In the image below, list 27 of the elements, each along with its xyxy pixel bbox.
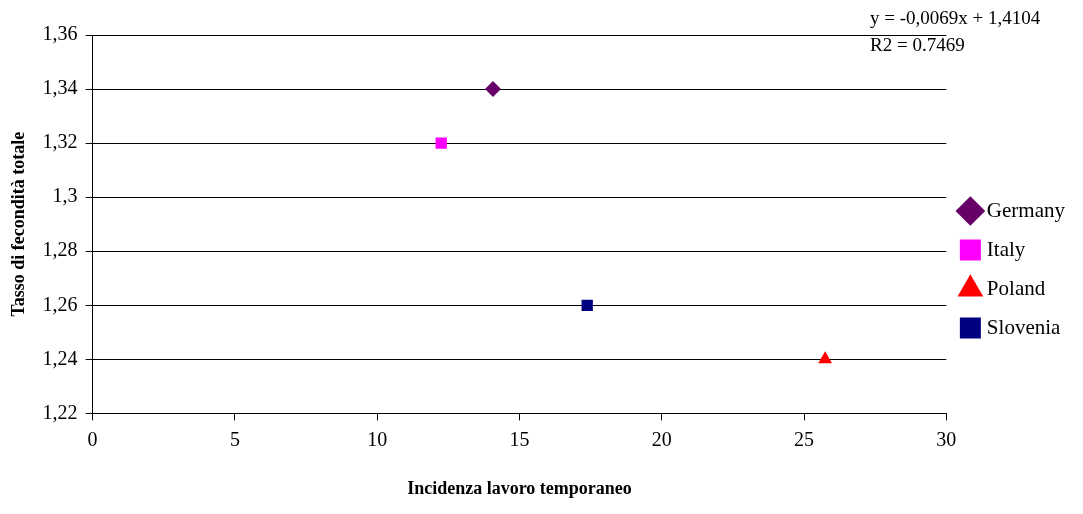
y-axis-title: Tasso di fecondità totale — [8, 131, 29, 317]
x-tick-label: 5 — [229, 427, 240, 450]
y-tick-label: 1,26 — [42, 292, 78, 315]
x-tick-label: 30 — [936, 427, 957, 450]
y-tick-label: 1,36 — [42, 22, 78, 45]
legend-label: Slovenia — [986, 314, 1062, 339]
y-tick-label: 1,22 — [42, 400, 78, 423]
legend-label: Germany — [986, 197, 1066, 222]
y-tick-label: 1,32 — [42, 130, 78, 153]
x-tick-label: 20 — [651, 427, 672, 450]
y-tick-label: 1,34 — [42, 76, 78, 99]
x-tick-label: 10 — [367, 427, 388, 450]
legend-label: Poland — [986, 275, 1046, 300]
point — [485, 81, 502, 98]
x-tick-label: 0 — [87, 427, 98, 450]
x-axis-title: Incidenza lavoro temporaneo — [407, 477, 632, 498]
x-tick-label: 15 — [509, 427, 530, 450]
point — [818, 351, 833, 364]
y-tick-label: 1,24 — [42, 346, 78, 369]
x-tick-label: 25 — [794, 427, 815, 450]
y-tick-label: 1,3 — [52, 184, 78, 207]
point — [435, 137, 447, 149]
y-tick-label: 1,28 — [42, 238, 78, 261]
legend-label: Italy — [986, 236, 1026, 261]
text: y = -0,0069x + 1,4104 — [870, 7, 1041, 29]
point — [581, 299, 593, 311]
annotation: R2 = 0.7469 — [870, 34, 965, 56]
